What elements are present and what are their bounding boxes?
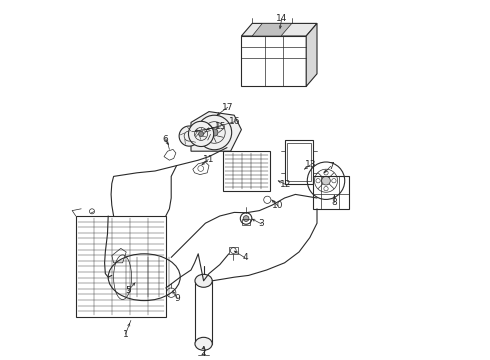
Bar xyxy=(195,281,212,344)
Text: 5: 5 xyxy=(125,287,131,295)
Text: 15: 15 xyxy=(215,122,226,131)
Ellipse shape xyxy=(179,126,199,146)
Bar xyxy=(229,247,238,254)
Bar xyxy=(243,219,250,225)
Bar xyxy=(242,36,306,86)
Polygon shape xyxy=(252,23,292,36)
Text: 8: 8 xyxy=(331,198,337,207)
Text: 10: 10 xyxy=(272,202,284,210)
Ellipse shape xyxy=(198,131,204,136)
Ellipse shape xyxy=(243,216,249,221)
Bar xyxy=(76,216,166,317)
Text: 11: 11 xyxy=(202,155,214,164)
Ellipse shape xyxy=(189,121,214,147)
Text: 7: 7 xyxy=(328,162,334,171)
Text: 17: 17 xyxy=(222,103,233,112)
Text: 3: 3 xyxy=(259,220,265,229)
Ellipse shape xyxy=(195,337,212,350)
Bar xyxy=(285,140,314,184)
Ellipse shape xyxy=(195,274,212,287)
Polygon shape xyxy=(191,112,242,151)
Ellipse shape xyxy=(321,176,330,185)
Text: 4: 4 xyxy=(242,253,248,262)
Ellipse shape xyxy=(211,129,218,136)
Text: 14: 14 xyxy=(276,14,288,23)
Polygon shape xyxy=(242,23,317,36)
Text: 12: 12 xyxy=(280,180,291,189)
Text: 9: 9 xyxy=(174,294,180,302)
Text: 1: 1 xyxy=(122,330,128,338)
Bar xyxy=(288,143,311,181)
Bar xyxy=(223,151,270,191)
Text: 6: 6 xyxy=(162,135,168,144)
Text: 16: 16 xyxy=(229,117,241,126)
Bar xyxy=(314,176,349,209)
Text: 2: 2 xyxy=(201,348,206,356)
Polygon shape xyxy=(306,23,317,86)
Text: 13: 13 xyxy=(305,161,316,170)
